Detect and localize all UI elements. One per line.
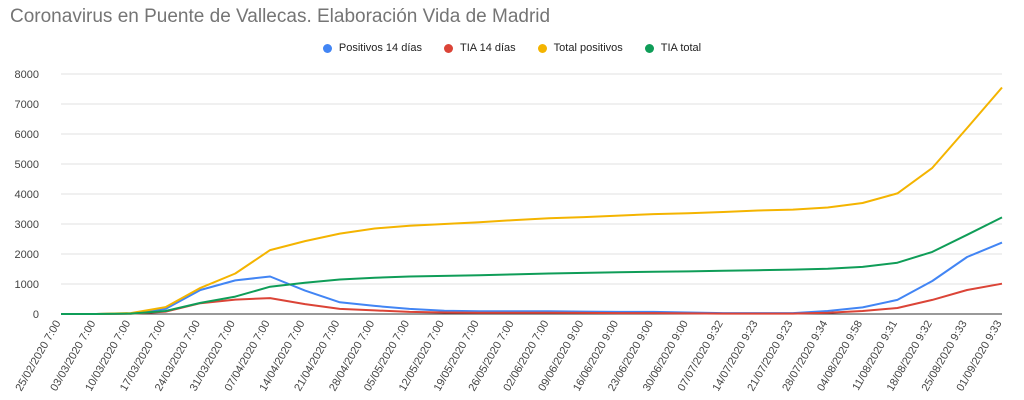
legend-item: Total positivos xyxy=(537,42,623,54)
legend-item: Positivos 14 días xyxy=(322,42,423,54)
series-line xyxy=(61,241,1003,315)
y-tick-label: 7000 xyxy=(15,99,39,111)
legend-item: TIA 14 días xyxy=(444,42,516,54)
y-tick-label: 2000 xyxy=(15,249,39,261)
legend-swatch xyxy=(644,43,654,53)
legend-swatch xyxy=(444,43,454,53)
legend-label: TIA total xyxy=(660,42,702,54)
legend-swatch xyxy=(322,43,332,53)
legend-label: TIA 14 días xyxy=(460,42,516,54)
y-tick-label: 0 xyxy=(33,309,39,321)
chart-title: Coronavirus en Puente de Vallecas. Elabo… xyxy=(10,6,551,27)
series-line xyxy=(61,86,1003,315)
y-tick-label: 3000 xyxy=(15,219,39,231)
series-line xyxy=(61,216,1003,315)
chart-legend: Positivos 14 días TIA 14 días Total positi… xyxy=(0,42,1024,54)
y-tick-label: 5000 xyxy=(15,159,39,171)
y-tick-label: 4000 xyxy=(15,189,39,201)
legend-swatch xyxy=(537,43,547,53)
legend-item: TIA total xyxy=(644,42,702,54)
y-tick-label: 6000 xyxy=(15,129,39,141)
y-tick-label: 8000 xyxy=(15,69,39,81)
legend-label: Total positivos xyxy=(553,42,623,54)
y-tick-label: 1000 xyxy=(15,279,39,291)
series-line xyxy=(61,282,1003,315)
legend-label: Positivos 14 días xyxy=(338,42,423,54)
